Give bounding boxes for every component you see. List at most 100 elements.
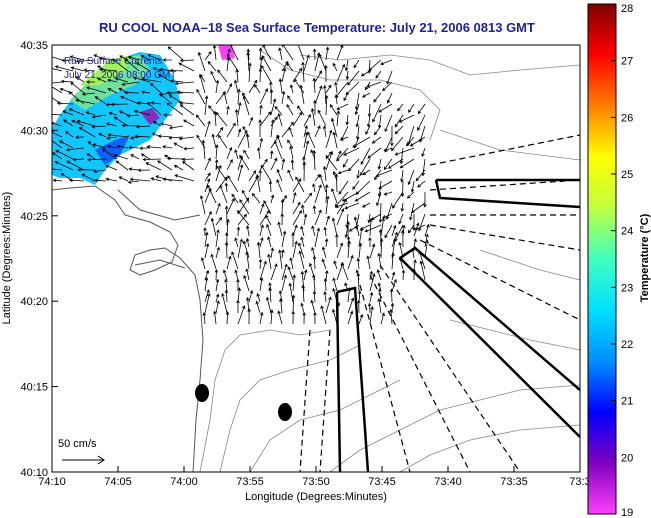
current-vector [266, 296, 272, 314]
current-vector [369, 243, 376, 259]
current-vector [62, 119, 74, 127]
current-vector [336, 103, 349, 110]
current-vector [215, 202, 221, 215]
current-vector [367, 147, 382, 159]
current-vector [365, 125, 371, 135]
current-vector [207, 60, 217, 72]
current-vector [292, 209, 302, 226]
current-vector [140, 55, 151, 61]
current-vector [419, 260, 426, 281]
current-vector [75, 98, 96, 105]
current-vector [259, 111, 272, 127]
current-vector [412, 213, 416, 231]
current-vector [372, 103, 382, 123]
x-tick-label: 73:50 [302, 476, 330, 488]
current-vector [245, 251, 250, 270]
current-vector [297, 105, 305, 116]
current-vector [76, 119, 96, 127]
current-vector [127, 55, 140, 61]
current-vector [383, 158, 393, 171]
current-vector [260, 164, 272, 182]
current-vector [215, 126, 224, 138]
current-vector [140, 153, 151, 160]
current-vector [258, 68, 263, 83]
current-vector [413, 259, 417, 270]
current-vector [215, 79, 220, 94]
current-vector [301, 204, 305, 215]
current-vector [127, 180, 140, 184]
current-vector [323, 226, 327, 237]
current-vector [299, 84, 305, 105]
current-vector [247, 308, 251, 325]
current-vector [385, 202, 393, 220]
current-vector [173, 142, 184, 149]
current-vector [226, 53, 239, 72]
current-vector [378, 228, 383, 248]
current-vector [278, 78, 283, 94]
current-vector [107, 133, 129, 138]
current-vector [298, 250, 305, 270]
current-vector [106, 136, 118, 140]
current-vector [324, 238, 329, 248]
current-vector [71, 120, 85, 127]
current-vector [280, 213, 284, 226]
current-vector [215, 293, 220, 303]
current-vector [347, 70, 360, 86]
current-vector [157, 134, 173, 138]
current-vector [379, 237, 384, 259]
current-vector [367, 302, 372, 314]
current-vector [204, 120, 211, 138]
current-vector [204, 231, 209, 248]
current-vector [259, 277, 264, 292]
current-vector [94, 96, 107, 105]
current-vector [377, 252, 382, 270]
current-vector [211, 133, 217, 149]
current-vector [215, 144, 219, 160]
current-vector [259, 311, 264, 325]
current-vector [380, 59, 393, 66]
current-vector [347, 240, 351, 259]
current-vector [124, 58, 140, 72]
current-vector [258, 258, 263, 270]
current-vector [199, 194, 206, 215]
current-vector [274, 140, 283, 160]
current-vector [126, 113, 140, 118]
current-vector [263, 200, 272, 215]
current-vector [196, 88, 206, 105]
current-vector [321, 246, 327, 259]
current-vector [391, 252, 395, 270]
current-vector [70, 66, 85, 72]
current-vector [312, 255, 317, 270]
current-vector [234, 108, 239, 127]
current-vector [81, 92, 96, 96]
y-tick-label: 40:10 [20, 467, 48, 479]
current-vector [237, 238, 243, 259]
current-vector [203, 227, 207, 237]
current-vector [270, 98, 277, 116]
current-vector [166, 156, 184, 161]
current-vector [352, 180, 360, 190]
current-vector [162, 145, 173, 149]
current-vector [116, 144, 129, 149]
current-vector [152, 67, 162, 72]
current-vector [357, 299, 361, 314]
current-vector [225, 311, 230, 325]
current-vector [386, 92, 393, 104]
current-vector [300, 236, 305, 248]
current-vector [397, 103, 404, 112]
current-vector [331, 217, 338, 237]
current-vector [366, 81, 382, 88]
chart-title: RU COOL NOAA–18 Sea Surface Temperature:… [99, 20, 535, 35]
current-vector [334, 94, 339, 105]
current-vector [287, 95, 294, 105]
current-vector [303, 140, 310, 160]
current-vector [322, 165, 327, 182]
current-vector [259, 237, 264, 248]
current-vector [377, 298, 382, 314]
current-vector [178, 136, 195, 141]
current-vector [346, 220, 351, 237]
current-vector [242, 92, 250, 105]
current-vector [401, 229, 405, 248]
current-vector [224, 241, 229, 259]
current-vector [169, 68, 184, 73]
